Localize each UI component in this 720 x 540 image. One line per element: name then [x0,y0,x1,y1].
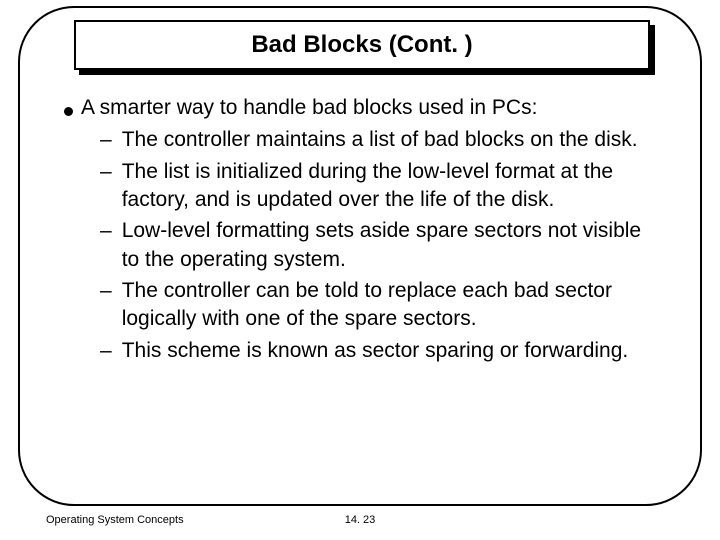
dash-icon: – [100,158,112,186]
sub-bullet-text: The controller can be told to replace ea… [122,277,664,334]
sub-bullet-list: – The controller maintains a list of bad… [100,126,664,365]
sub-bullet-text: The list is initialized during the low-l… [122,158,664,215]
content-area: A smarter way to handle bad blocks used … [64,94,664,368]
list-item: – This scheme is known as sector sparing… [100,337,664,365]
list-item: – The list is initialized during the low… [100,158,664,215]
footer-page-number: 14. 23 [0,514,720,526]
top-bullet-text: A smarter way to handle bad blocks used … [81,94,537,122]
list-item: – The controller maintains a list of bad… [100,126,664,154]
list-item: – Low-level formatting sets aside spare … [100,217,664,274]
sub-bullet-text: This scheme is known as sector sparing o… [122,337,629,365]
top-bullet-row: A smarter way to handle bad blocks used … [64,94,664,122]
sub-bullet-text: The controller maintains a list of bad b… [122,126,638,154]
dash-icon: – [100,277,112,305]
title-box: Bad Blocks (Cont. ) [74,20,650,70]
dash-icon: – [100,337,112,365]
bullet-dot-icon [64,107,73,116]
slide-title: Bad Blocks (Cont. ) [251,31,472,59]
sub-bullet-text: Low-level formatting sets aside spare se… [122,217,664,274]
list-item: – The controller can be told to replace … [100,277,664,334]
dash-icon: – [100,217,112,245]
dash-icon: – [100,126,112,154]
